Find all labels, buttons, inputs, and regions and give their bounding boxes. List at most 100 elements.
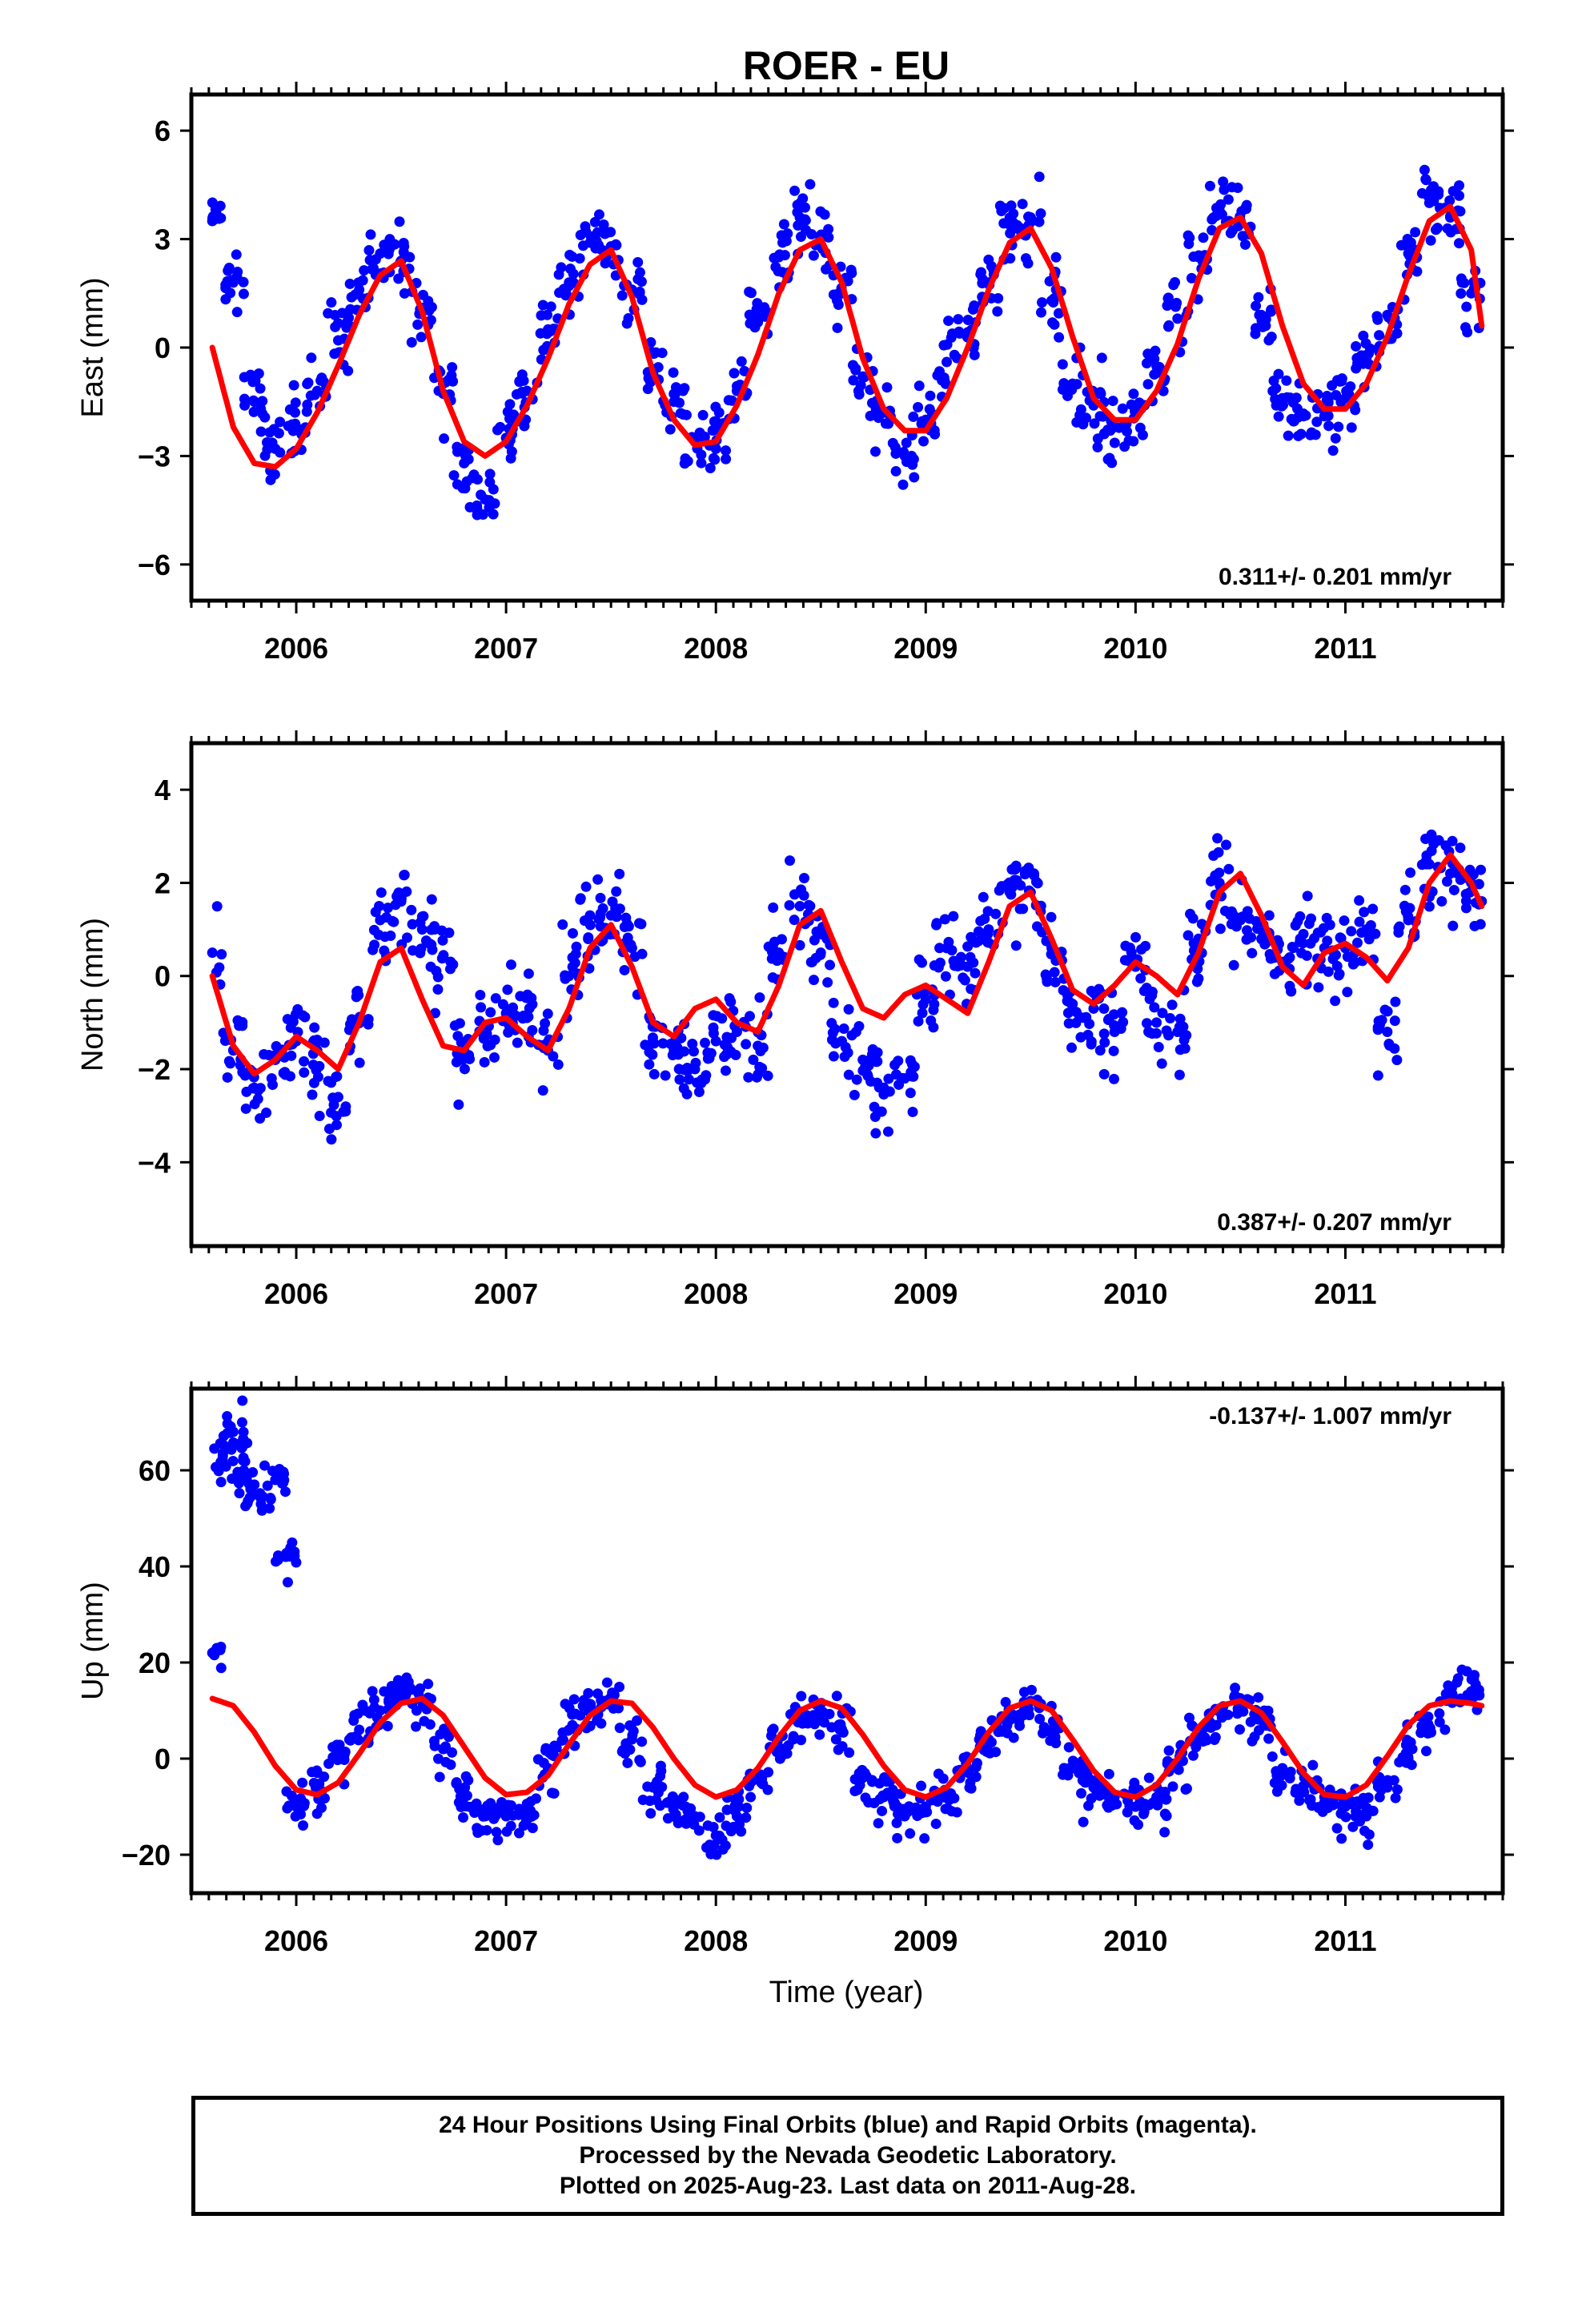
data-point: [1184, 232, 1195, 243]
data-point: [227, 1455, 239, 1466]
data-point: [1017, 199, 1028, 210]
data-point: [611, 911, 622, 923]
data-point: [1026, 1684, 1037, 1695]
y-tick-label: 60: [139, 1454, 171, 1487]
data-point: [1089, 418, 1100, 429]
data-point: [1393, 923, 1404, 934]
data-point: [463, 1775, 474, 1786]
data-point: [560, 1699, 571, 1710]
data-point: [814, 1729, 825, 1740]
data-point: [963, 1767, 974, 1779]
data-point: [444, 927, 455, 939]
data-point: [614, 1682, 625, 1693]
data-point: [439, 1723, 450, 1735]
data-point: [259, 1460, 270, 1471]
data-point: [1452, 1673, 1464, 1684]
data-point: [940, 971, 951, 982]
data-point: [1327, 445, 1339, 456]
data-point: [1266, 332, 1277, 343]
data-point: [1290, 920, 1301, 931]
x-tick-label: 2006: [264, 1277, 328, 1310]
data-point: [1265, 306, 1276, 317]
data-point: [238, 288, 249, 300]
data-point: [207, 947, 218, 959]
data-point: [1271, 400, 1282, 411]
data-point: [211, 207, 222, 219]
data-point: [982, 1739, 994, 1751]
data-point: [338, 1106, 349, 1117]
fit-line: [209, 203, 1485, 470]
data-point: [689, 1819, 700, 1830]
data-point: [1094, 1045, 1106, 1056]
data-point: [744, 1011, 755, 1022]
data-point: [1058, 985, 1069, 996]
data-point: [857, 1065, 869, 1076]
data-point: [1227, 182, 1238, 193]
data-point: [1394, 1756, 1405, 1767]
data-point: [305, 390, 316, 401]
data-point: [821, 263, 832, 275]
data-point: [1374, 330, 1385, 341]
data-point: [1336, 1833, 1347, 1844]
data-point: [1399, 884, 1411, 895]
data-point: [236, 1417, 247, 1428]
data-point: [830, 290, 841, 301]
data-point: [1260, 320, 1271, 332]
data-point: [1359, 1825, 1370, 1836]
data-point: [1460, 322, 1472, 333]
y-tick-label: 0: [155, 960, 171, 993]
data-point: [953, 314, 964, 325]
data-point: [1117, 1007, 1128, 1018]
data-point: [259, 412, 271, 423]
data-point: [357, 275, 368, 286]
data-point: [1256, 934, 1267, 945]
data-point: [452, 446, 463, 457]
data-point: [720, 1840, 731, 1852]
data-point: [1440, 840, 1452, 851]
data-point: [1345, 381, 1356, 392]
data-point: [964, 1782, 975, 1793]
data-point: [548, 1788, 560, 1799]
data-point: [822, 977, 833, 988]
data-point: [831, 1691, 842, 1702]
data-point: [860, 1055, 871, 1067]
data-point: [1360, 338, 1371, 349]
data-point: [614, 903, 625, 915]
data-point: [778, 219, 789, 230]
data-point: [560, 290, 572, 301]
data-point: [823, 223, 834, 235]
data-point: [705, 463, 716, 474]
data-point: [939, 914, 950, 925]
data-point: [1219, 184, 1230, 195]
x-tick-label: 2009: [893, 1924, 958, 1957]
data-point: [327, 1742, 339, 1753]
data-point: [1159, 1827, 1170, 1838]
data-point: [617, 1745, 628, 1756]
data-point: [385, 930, 396, 941]
data-point: [934, 366, 945, 377]
caption-line-2: Processed by the Nevada Geodetic Laborat…: [579, 2142, 1117, 2169]
data-point: [1235, 1724, 1246, 1735]
data-point: [1335, 1808, 1347, 1819]
x-tick-label: 2006: [264, 632, 328, 665]
data-point: [752, 316, 763, 327]
data-point: [635, 1756, 646, 1767]
data-point: [1134, 422, 1146, 433]
data-point: [513, 1809, 524, 1820]
data-point: [399, 241, 410, 252]
data-point: [855, 380, 866, 391]
data-point: [326, 1107, 337, 1118]
data-point: [853, 1767, 865, 1779]
data-point: [1263, 910, 1275, 921]
data-point: [282, 1803, 293, 1814]
data-point: [1405, 867, 1416, 879]
data-point: [891, 1817, 902, 1828]
data-point: [793, 220, 804, 231]
data-point: [1402, 233, 1413, 244]
data-point: [1215, 923, 1226, 935]
data-point: [655, 1760, 666, 1771]
data-point: [901, 456, 912, 468]
data-point: [977, 274, 988, 285]
data-point: [848, 375, 859, 386]
data-point: [876, 1106, 887, 1117]
